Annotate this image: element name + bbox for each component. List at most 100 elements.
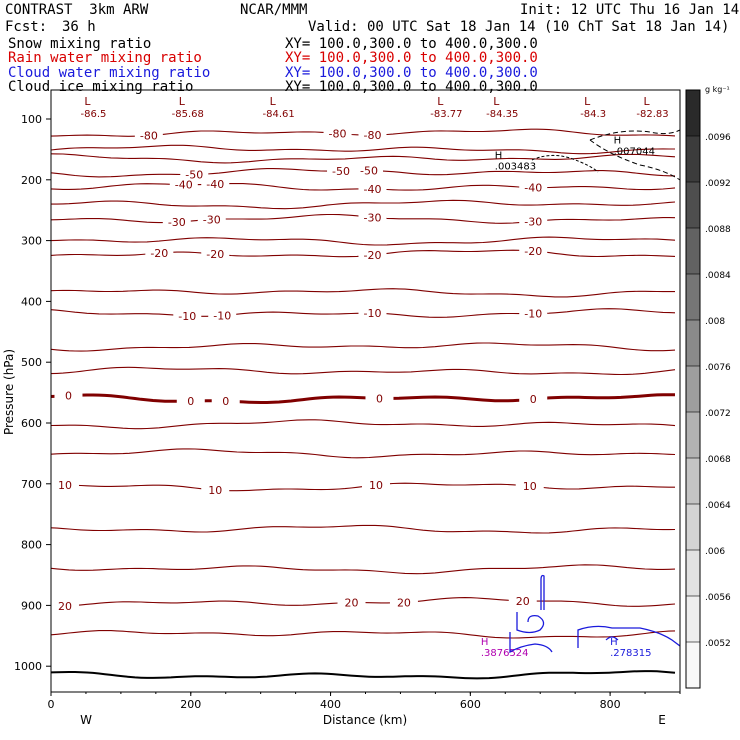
contour-label: -20 xyxy=(524,245,542,258)
colorbar-label: .0092 xyxy=(705,179,731,189)
colorbar-segment xyxy=(686,596,700,642)
colorbar-segment xyxy=(686,550,700,596)
contour-label-background xyxy=(519,307,548,320)
minimum-value: -82.83 xyxy=(636,109,668,120)
y-tick-label: 400 xyxy=(21,295,42,308)
init-time: Init: 12 UTC Thu 16 Jan 14 xyxy=(520,2,740,18)
x-tick-label: 800 xyxy=(600,698,621,711)
contour-label: -30 xyxy=(203,213,221,226)
contour-label-background xyxy=(519,393,548,406)
contour-label-background xyxy=(358,249,387,262)
contour-label-background xyxy=(208,309,237,322)
contour-label: -40 xyxy=(175,179,193,192)
contour-label-background xyxy=(50,479,79,492)
colorbar-label: .0068 xyxy=(705,455,731,465)
colorbar-segment xyxy=(686,412,700,458)
colorbar-segment xyxy=(686,274,700,320)
contour-label-background xyxy=(201,248,230,261)
forecast-label: Fcst: xyxy=(5,19,48,35)
cloud-water-contour xyxy=(540,574,545,610)
colorbar-segment xyxy=(686,366,700,412)
colorbar-unit: g kg⁻¹ xyxy=(705,85,730,94)
colorbar-label: .0072 xyxy=(705,409,731,419)
field-snow-xy: XY= 100.0,300.0 to 400.0,300.0 xyxy=(285,36,538,52)
colorbar-segment xyxy=(686,228,700,274)
colorbar-label: .008 xyxy=(705,317,725,327)
minimum-value: -84.35 xyxy=(486,109,518,120)
cloud-water-contour xyxy=(509,632,553,654)
cloud-water-contour xyxy=(516,612,545,634)
contour-label: -20 xyxy=(364,249,382,262)
isotherm-line xyxy=(50,670,676,680)
minimum-marker: L xyxy=(643,95,650,108)
contour-label: 20 xyxy=(397,596,411,609)
contour-label: 20 xyxy=(516,595,530,608)
colorbar-segment xyxy=(686,182,700,228)
contour-label-background xyxy=(197,213,226,226)
isotherm-line xyxy=(50,342,676,352)
colorbar-segment xyxy=(686,320,700,366)
contour-label-background xyxy=(389,596,418,609)
cloud-ice-contour xyxy=(589,129,681,141)
contour-label-background xyxy=(173,309,202,322)
colorbar-label: .0096 xyxy=(705,133,731,143)
maximum-marker: H xyxy=(481,637,489,648)
colorbar-label: .0088 xyxy=(705,225,731,235)
minimum-marker: L xyxy=(584,95,591,108)
forecast-hour: 36 h xyxy=(62,19,96,35)
contour-label-background xyxy=(358,129,387,142)
colorbar-label: .0076 xyxy=(705,363,731,373)
contour-label: -80 xyxy=(329,127,347,140)
contour-label: -30 xyxy=(168,216,186,229)
contour-label-background xyxy=(54,389,83,402)
contour-label-background xyxy=(211,395,240,408)
maximum-marker: H xyxy=(495,151,503,162)
colorbar: .0096 .0092 .0088 .0084 .008 .0076 .0072 .0068.… xyxy=(685,89,731,689)
colorbar-segment xyxy=(686,136,700,182)
contour-label: 0 xyxy=(376,392,383,405)
maximum-marker: H xyxy=(614,135,622,146)
minimum-value: -86.5 xyxy=(81,109,107,120)
y-tick-label: 700 xyxy=(21,478,42,491)
contour-label-background xyxy=(361,478,390,491)
contour-label-background xyxy=(327,165,356,178)
maximum-value: .278315 xyxy=(610,648,651,659)
isotherm-line xyxy=(50,630,676,639)
contour-label-background xyxy=(519,181,548,194)
contour-label-background xyxy=(162,216,191,229)
minimum-value: -84.3 xyxy=(580,109,606,120)
isotherm-line xyxy=(50,288,675,298)
y-tick-label: 600 xyxy=(21,417,42,430)
colorbar-label: .0052 xyxy=(705,639,731,649)
contour-label: -10 xyxy=(213,310,231,323)
y-tick-label: 100 xyxy=(21,113,42,126)
cloud-water-contour xyxy=(577,625,681,648)
contour-label-background xyxy=(358,211,387,224)
contour-label: -20 xyxy=(150,247,168,260)
maximum-value: .007044 xyxy=(614,146,655,157)
contour-label-background xyxy=(519,215,548,228)
maximum-value: .3876524 xyxy=(481,648,529,659)
contour-label: -80 xyxy=(140,130,158,143)
contour-label: 0 xyxy=(187,395,194,408)
contour-label: -40 xyxy=(206,178,224,191)
snow-contour xyxy=(531,154,599,173)
maximum-marker: H xyxy=(610,637,618,648)
contour-label-background xyxy=(358,183,387,196)
contour-label: -10 xyxy=(524,308,542,321)
y-tick-label: 200 xyxy=(21,174,42,187)
minimum-marker: L xyxy=(493,95,500,108)
x-axis-title: Distance (km) xyxy=(323,713,407,727)
contour-label-background xyxy=(508,594,537,607)
colorbar-segment xyxy=(686,90,700,136)
contour-label: -50 xyxy=(332,165,350,178)
contour-label: 0 xyxy=(65,390,72,403)
contour-label-background xyxy=(358,307,387,320)
field-cloudwater-xy: XY= 100.0,300.0 to 400.0,300.0 xyxy=(285,65,538,81)
isotherm-line xyxy=(50,153,676,164)
colorbar-segment xyxy=(686,642,700,688)
isotherm-line xyxy=(50,393,676,404)
contour-label: -10 xyxy=(364,307,382,320)
